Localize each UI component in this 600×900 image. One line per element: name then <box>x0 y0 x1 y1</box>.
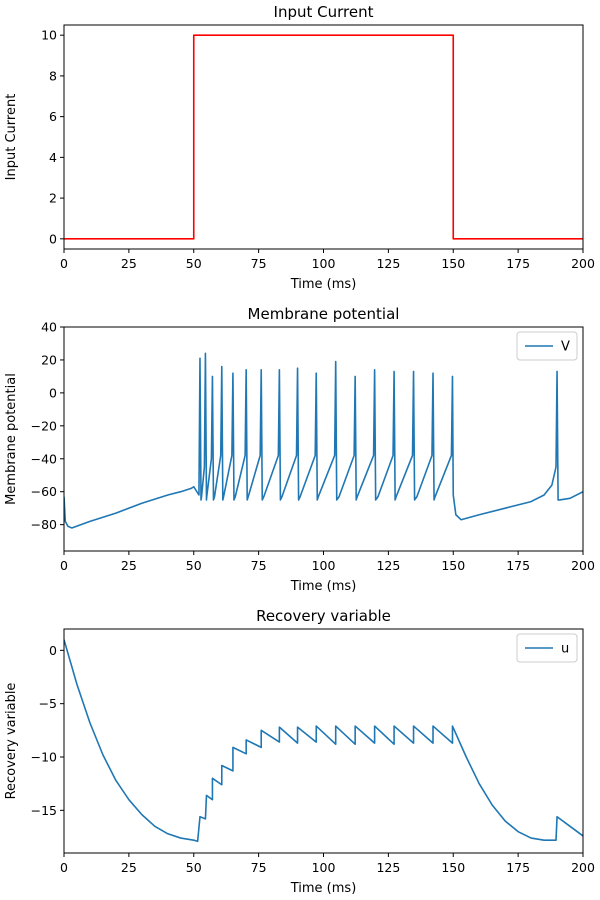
x-tick-label: 200 <box>571 558 595 573</box>
x-tick-label: 50 <box>186 860 202 875</box>
x-tick-label: 100 <box>312 256 336 271</box>
chart-panel-3: 0 25 50 75 100 125 150 175 200 −15 −10 −5 0 Recovery … <box>4 607 595 896</box>
series-line-1 <box>64 34 583 240</box>
y-axis-label: Recovery variable <box>4 683 19 800</box>
x-tick-label: 175 <box>506 860 530 875</box>
y-tick-label: 8 <box>49 68 57 83</box>
y-tick-label: −80 <box>31 517 57 532</box>
x-tick-label: 50 <box>186 256 202 271</box>
x-axis-label: Time (ms) <box>290 277 357 292</box>
legend: u <box>516 633 578 663</box>
y-tick-label: 2 <box>49 191 57 206</box>
legend-label: u <box>561 642 569 657</box>
y-tick-label: −15 <box>31 803 57 818</box>
x-tick-label: 25 <box>121 558 137 573</box>
y-axis-label: Membrane potential <box>4 373 19 505</box>
y-tick-label: 10 <box>41 28 57 43</box>
y-tick-label: 40 <box>41 320 57 335</box>
x-tick-label: 175 <box>506 558 530 573</box>
x-tick-label: 75 <box>251 558 267 573</box>
x-axis-label: Time (ms) <box>290 579 357 594</box>
x-tick-label: 200 <box>571 860 595 875</box>
x-tick-label: 125 <box>376 256 400 271</box>
x-tick-label: 100 <box>312 860 336 875</box>
x-tick-label: 200 <box>571 256 595 271</box>
axes-frame <box>63 326 584 552</box>
y-tick-label: −10 <box>31 750 57 765</box>
chart-title: Membrane potential <box>248 305 400 323</box>
y-axis-label: Input Current <box>4 94 19 181</box>
y-tick-label: 0 <box>49 231 57 246</box>
x-tick-label: 50 <box>186 558 202 573</box>
x-tick-label: 125 <box>376 558 400 573</box>
axes-frame <box>63 628 584 854</box>
y-tick-label: 0 <box>49 643 57 658</box>
x-tick-label: 0 <box>60 256 68 271</box>
x-tick-label: 0 <box>60 558 68 573</box>
x-tick-label: 75 <box>251 256 267 271</box>
y-tick-label: −20 <box>31 418 57 433</box>
x-tick-label: 25 <box>121 860 137 875</box>
series-line-V <box>64 352 583 529</box>
x-tick-label: 150 <box>441 558 465 573</box>
x-tick-label: 100 <box>312 558 336 573</box>
x-tick-label: 175 <box>506 256 530 271</box>
legend: V <box>516 331 578 361</box>
y-tick-label: 0 <box>49 385 57 400</box>
y-tick-label: 6 <box>49 109 57 124</box>
series-line-u <box>64 639 583 843</box>
y-tick-label: −40 <box>31 451 57 466</box>
y-tick-label: −60 <box>31 484 57 499</box>
chart-panel-1: 0 25 50 75 100 125 150 175 200 0 2 4 6 8 10 Input Curre… <box>4 3 595 292</box>
x-tick-label: 150 <box>441 860 465 875</box>
chart-title: Input Current <box>274 3 374 21</box>
axes-frame <box>63 24 584 250</box>
chart-title: Recovery variable <box>256 607 391 625</box>
x-tick-label: 75 <box>251 860 267 875</box>
x-tick-label: 150 <box>441 256 465 271</box>
chart-panel-2: 0 25 50 75 100 125 150 175 200 −80 −60 −40 −20 0 20 40 M… <box>4 305 595 594</box>
x-tick-label: 0 <box>60 860 68 875</box>
y-tick-label: 4 <box>49 150 57 165</box>
y-tick-label: −5 <box>39 696 57 711</box>
legend-label: V <box>561 340 570 355</box>
x-tick-label: 125 <box>376 860 400 875</box>
x-axis-label: Time (ms) <box>290 881 357 896</box>
x-tick-label: 25 <box>121 256 137 271</box>
y-tick-label: 20 <box>41 352 57 367</box>
